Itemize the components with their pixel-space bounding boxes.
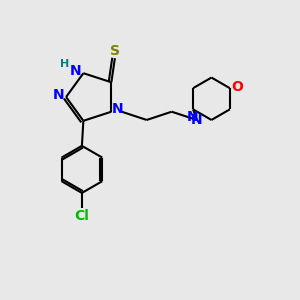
Text: N: N (70, 64, 82, 78)
Text: N: N (53, 88, 64, 102)
Text: S: S (110, 44, 121, 58)
Text: Cl: Cl (74, 208, 89, 223)
Text: N: N (112, 102, 124, 116)
Text: N: N (191, 113, 203, 127)
Text: H: H (61, 59, 70, 69)
Text: O: O (231, 80, 243, 94)
Text: N: N (187, 110, 198, 124)
